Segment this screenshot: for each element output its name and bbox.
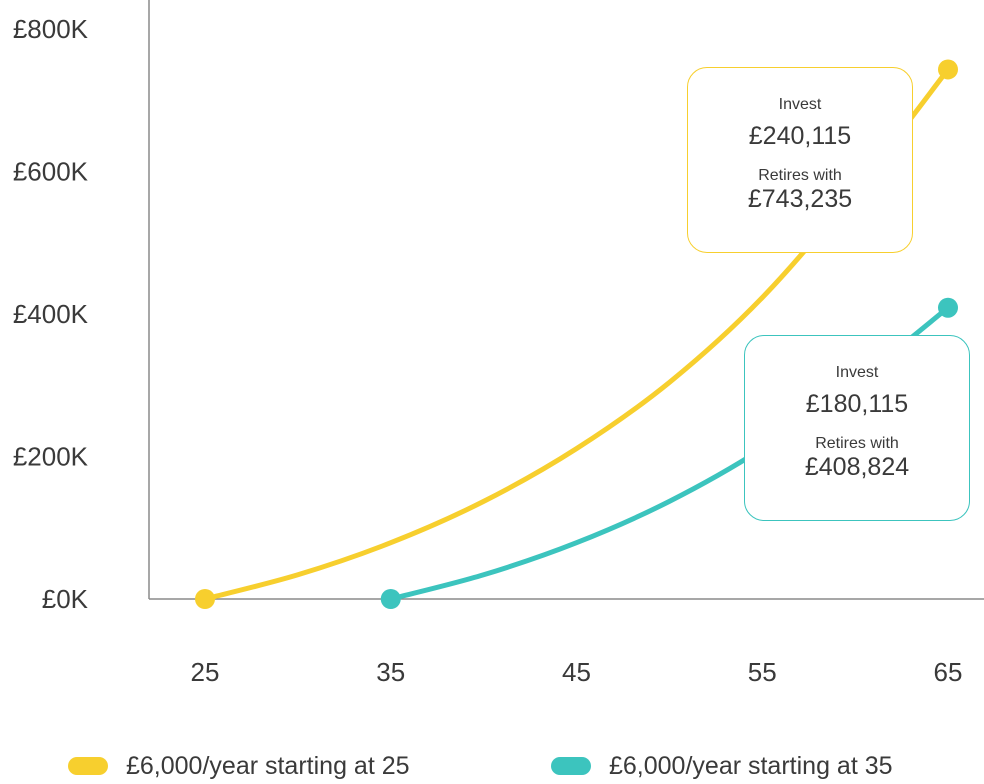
callout-start-35-retire-label: Retires with bbox=[815, 435, 899, 452]
series-end-point-0 bbox=[938, 59, 958, 80]
callout-start-25-retire-label: Retires with bbox=[758, 167, 842, 184]
callout-start-35: Invest £180,115 Retires with £408,824 bbox=[744, 335, 970, 521]
callout-start-25-invest-value: £240,115 bbox=[748, 122, 852, 150]
legend-item-start-25: £6,000/year starting at 25 bbox=[68, 748, 410, 784]
callout-start-25-retire-value: £743,235 bbox=[747, 185, 853, 213]
x-tick-label: 25 bbox=[191, 657, 220, 687]
series-start-point-0 bbox=[195, 589, 215, 609]
series-points bbox=[195, 59, 958, 609]
callout-start-35-invest-value: £180,115 bbox=[805, 390, 909, 418]
legend-label-start-35: £6,000/year starting at 35 bbox=[609, 751, 893, 780]
y-tick-label: £800K bbox=[13, 14, 89, 44]
series-end-point-1 bbox=[938, 297, 958, 318]
legend-item-start-35: £6,000/year starting at 35 bbox=[551, 748, 893, 784]
callout-start-25: Invest £240,115 Retires with £743,235 bbox=[687, 67, 913, 253]
x-tick-label: 55 bbox=[748, 657, 777, 687]
callout-start-25-invest-label: Invest bbox=[778, 96, 822, 113]
x-tick-label: 65 bbox=[934, 657, 963, 687]
y-tick-label: £200K bbox=[13, 442, 89, 472]
callout-start-35-retire-value: £408,824 bbox=[804, 453, 910, 481]
y-axis-ticks: £0K £200K £400K £600K £800K bbox=[13, 14, 89, 614]
legend-label-start-25: £6,000/year starting at 25 bbox=[126, 751, 410, 780]
y-tick-label: £600K bbox=[13, 157, 89, 187]
legend: £6,000/year starting at 25 £6,000/year s… bbox=[0, 748, 984, 784]
x-tick-label: 45 bbox=[562, 657, 591, 687]
x-axis-ticks: 25 35 45 55 65 bbox=[191, 657, 963, 687]
callout-start-35-invest-label: Invest bbox=[835, 364, 879, 381]
y-tick-label: £0K bbox=[42, 584, 89, 614]
legend-swatch-start-35 bbox=[551, 757, 591, 775]
legend-swatch-start-25 bbox=[68, 757, 108, 775]
y-tick-label: £400K bbox=[13, 299, 89, 329]
series-start-point-1 bbox=[380, 589, 401, 609]
x-tick-label: 35 bbox=[376, 657, 405, 687]
